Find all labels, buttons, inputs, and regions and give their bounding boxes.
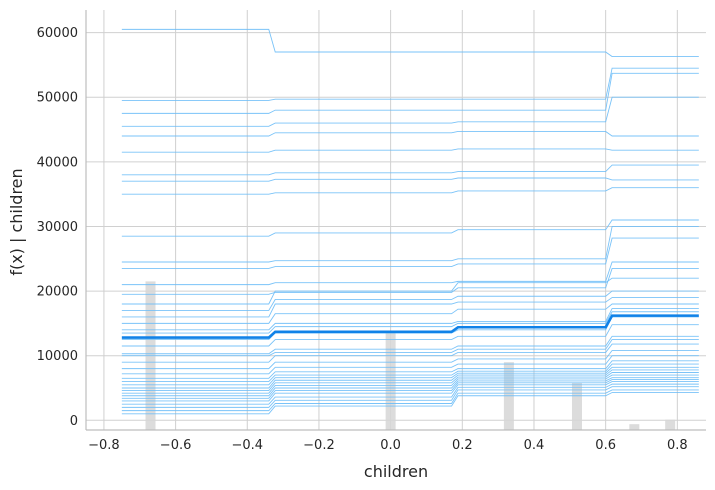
ice-line-23: [121, 339, 699, 357]
ice-line-19: [121, 311, 699, 334]
ice-line-38: [121, 389, 699, 412]
y-tick-label-1: 10000: [37, 349, 78, 364]
x-tick-label-3: −0.2: [303, 438, 335, 453]
axes: [85, 10, 706, 431]
y-tick-label-2: 20000: [37, 285, 78, 300]
ice-line-8: [121, 187, 699, 195]
x-tick-label-4: 0.0: [380, 438, 401, 453]
ice-line-25: [121, 350, 699, 370]
ice-line-12: [121, 261, 699, 286]
pdp-line-group: [121, 314, 699, 339]
y-tick-label-3: 30000: [37, 220, 78, 235]
ice-line-5: [121, 148, 699, 153]
x-tick-label-1: −0.6: [160, 438, 192, 453]
histogram-bar-3: [571, 382, 582, 430]
ice-line-0: [121, 28, 699, 57]
ice-line-1: [121, 67, 699, 101]
x-tick-label-2: −0.4: [231, 438, 263, 453]
ice-line-35: [121, 381, 699, 402]
ice-line-24: [121, 343, 699, 363]
ice-line-34: [121, 379, 699, 399]
ice-line-26: [121, 355, 699, 375]
pdp-line: [121, 314, 699, 339]
histogram-bar-5: [665, 419, 676, 430]
y-tick-label-4: 40000: [37, 155, 78, 170]
ice-line-7: [121, 177, 699, 182]
ice-line-22: [121, 335, 699, 355]
ice-line-27: [121, 360, 699, 379]
ice-line-36: [121, 383, 699, 405]
x-tick-label-8: 0.8: [667, 438, 688, 453]
ice-line-16: [121, 297, 699, 318]
ice-line-33: [121, 377, 699, 397]
ice-line-6: [121, 164, 699, 176]
ice-line-10: [121, 226, 699, 263]
histogram-bar-1: [385, 333, 396, 430]
ice-line-39: [121, 392, 699, 415]
ice-line-15: [121, 290, 699, 311]
ice-line-32: [121, 374, 699, 394]
ice-line-31: [121, 372, 699, 392]
ice-line-13: [121, 268, 699, 295]
y-tick-label-5: 50000: [37, 91, 78, 106]
ice-line-17: [121, 303, 699, 324]
ice-line-2: [121, 72, 699, 114]
tick-labels: −0.8 −0.6 −0.4 −0.2 0.0 0.2 0.4 0.6 0.8 0 10000 200…: [37, 26, 688, 453]
x-tick-label-7: 0.6: [595, 438, 616, 453]
x-tick-label-0: −0.8: [88, 438, 120, 453]
ice-line-9: [121, 219, 699, 237]
ice-line-11: [121, 237, 699, 269]
x-tick-label-6: 0.4: [524, 438, 545, 453]
ice-line-29: [121, 366, 699, 386]
ice-line-4: [121, 131, 699, 137]
ice-line-21: [121, 324, 699, 347]
ice-line-28: [121, 363, 699, 382]
ice-line-30: [121, 369, 699, 389]
x-axis-title: children: [364, 462, 428, 481]
x-tick-label-5: 0.2: [452, 438, 473, 453]
ice-line-37: [121, 386, 699, 408]
y-tick-label-0: 0: [70, 414, 78, 429]
y-tick-label-6: 60000: [37, 26, 78, 41]
ice-line-18: [121, 308, 699, 331]
y-axis-title: f(x) | children: [7, 168, 26, 275]
ice-line-14: [121, 277, 699, 305]
ice-line-3: [121, 96, 699, 127]
histogram-bar-4: [629, 424, 640, 430]
